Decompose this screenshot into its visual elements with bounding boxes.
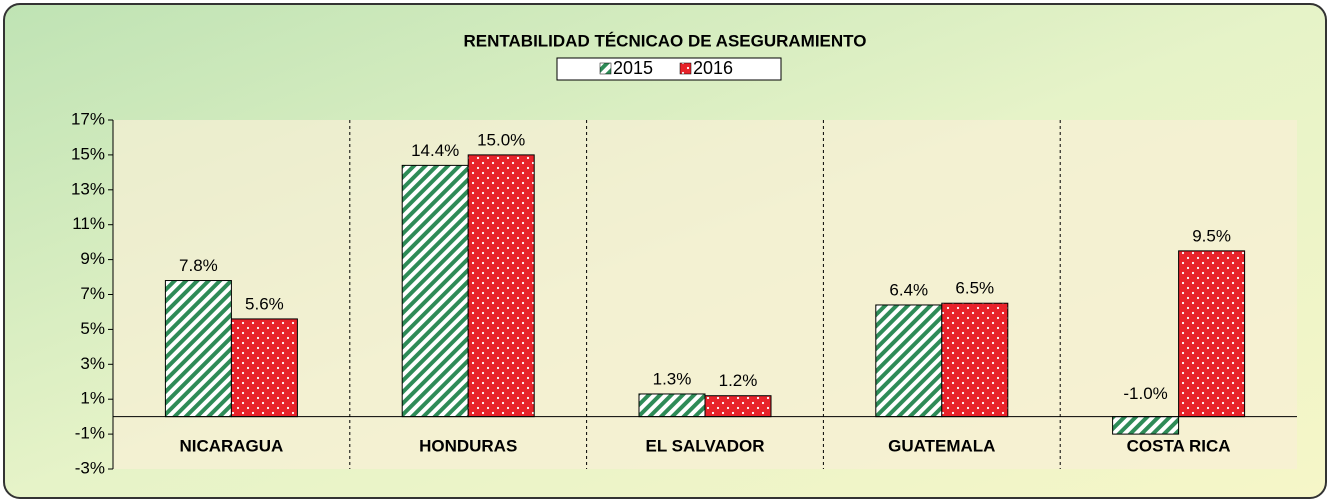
- y-tick-label: 3%: [80, 354, 105, 373]
- bar: [1112, 416, 1180, 435]
- x-tick-label: HONDURAS: [419, 436, 517, 455]
- legend-swatch: [599, 62, 612, 75]
- bar: [638, 393, 706, 418]
- value-label: 14.4%: [411, 141, 459, 160]
- bar: [704, 395, 772, 418]
- legend-label: 2015: [613, 58, 653, 78]
- legend-swatch: [679, 62, 692, 75]
- y-tick-label: -3%: [75, 458, 105, 477]
- y-tick-label: -1%: [75, 424, 105, 443]
- bar: [1178, 250, 1246, 418]
- x-tick-label: COSTA RICA: [1127, 436, 1231, 455]
- y-tick-label: 13%: [71, 179, 105, 198]
- y-tick-label: 15%: [71, 144, 105, 163]
- value-label: 5.6%: [245, 294, 284, 313]
- value-label: 15.0%: [477, 130, 525, 149]
- value-label: 1.2%: [719, 371, 758, 390]
- value-label: 1.3%: [653, 369, 692, 388]
- legend-label: 2016: [693, 58, 733, 78]
- bar: [164, 280, 232, 418]
- x-tick-label: GUATEMALA: [888, 436, 995, 455]
- y-tick-label: 17%: [71, 109, 105, 128]
- bar: [941, 302, 1009, 418]
- legend: [556, 57, 782, 81]
- y-tick-label: 1%: [80, 389, 105, 408]
- bar: [401, 164, 469, 418]
- y-tick-label: 7%: [80, 284, 105, 303]
- x-tick-label: NICARAGUA: [179, 436, 283, 455]
- bar: [875, 304, 943, 418]
- x-tick-label: EL SALVADOR: [645, 436, 764, 455]
- chart-title: RENTABILIDAD TÉCNICAO DE ASEGURAMIENTO: [464, 31, 867, 50]
- value-label: 6.4%: [889, 280, 928, 299]
- value-label: 9.5%: [1192, 226, 1231, 245]
- y-tick-label: 5%: [80, 319, 105, 338]
- y-tick-label: 9%: [80, 249, 105, 268]
- bar: [230, 318, 298, 418]
- bar: [467, 154, 535, 418]
- value-label: 6.5%: [955, 279, 994, 298]
- y-tick-label: 11%: [72, 214, 105, 233]
- value-label: 7.8%: [179, 256, 218, 275]
- value-label: -1.0%: [1123, 384, 1167, 403]
